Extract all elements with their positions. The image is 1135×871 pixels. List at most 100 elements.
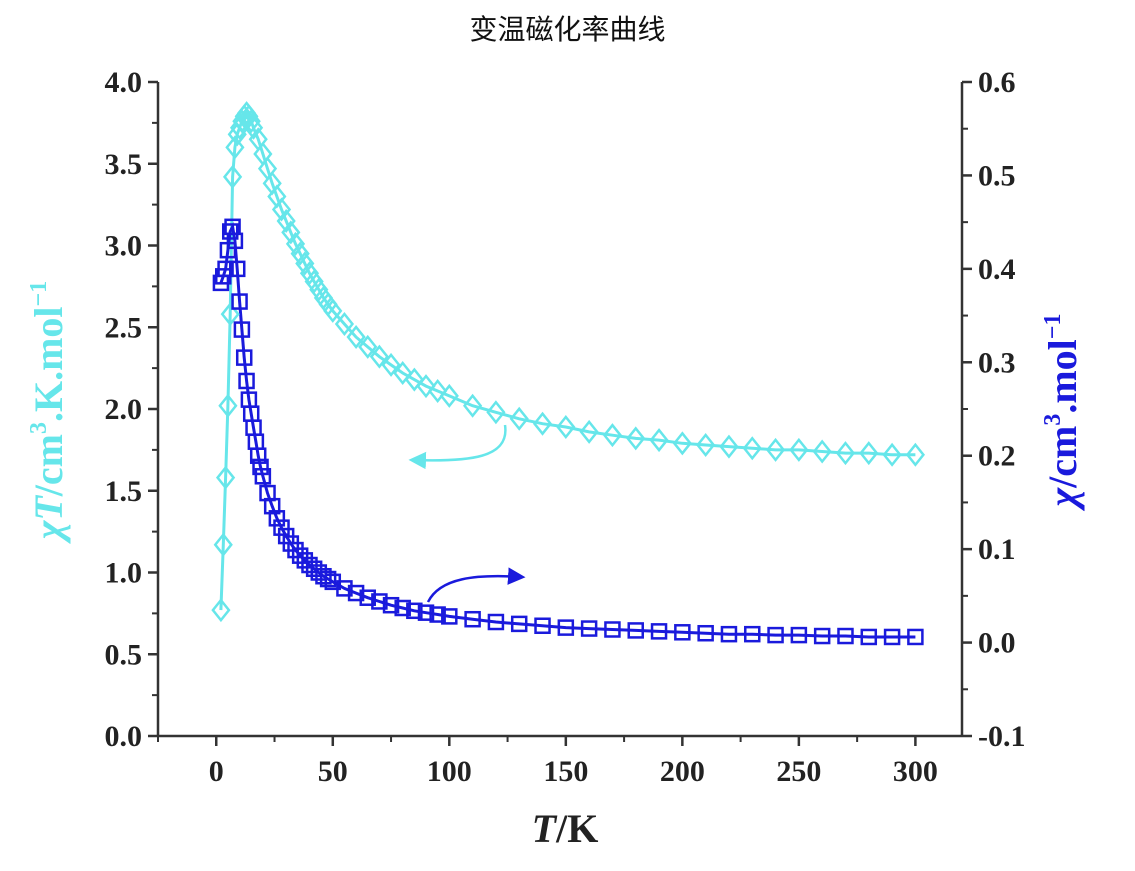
x-tick-label: 200: [660, 755, 705, 788]
chiT-point: [290, 241, 310, 266]
x-tick-label: 50: [318, 755, 348, 788]
chiT-point: [271, 197, 292, 222]
chiT-point: [220, 302, 240, 327]
chiT-point: [835, 441, 856, 466]
chi-point: [319, 570, 337, 588]
y-right-tick-label: -0.1: [978, 720, 1026, 753]
chi-point: [813, 627, 831, 645]
chiT-point: [346, 325, 366, 350]
chiT-point: [213, 532, 233, 557]
chi-point: [510, 615, 528, 633]
chi-point: [336, 580, 353, 597]
chiT-point: [905, 442, 925, 467]
y-right-tick-label: 0.5: [978, 159, 1016, 192]
chart-title: 变温磁化率曲线: [469, 13, 666, 46]
chiT-point: [304, 269, 324, 294]
chi-point: [417, 604, 435, 621]
chi-point: [296, 552, 314, 569]
chiT-point: [719, 434, 739, 459]
chi-point: [291, 547, 309, 564]
chi-point: [790, 626, 808, 644]
series-chi-markers: [212, 218, 924, 646]
x-tick-label: 150: [543, 755, 588, 788]
chi-point: [359, 589, 376, 606]
chiT-point: [416, 374, 436, 399]
chi-point: [217, 260, 234, 278]
chiT-point: [602, 423, 623, 448]
y-left-tick-label: 1.0: [105, 557, 143, 590]
chi-point: [464, 610, 481, 628]
chiT-point: [369, 344, 389, 369]
chiT-point: [579, 419, 599, 444]
y-axis-right-label: χ/cm3.mol−1: [1040, 314, 1085, 512]
chi-point: [394, 599, 411, 617]
chi-point: [231, 293, 248, 310]
annotations: [408, 424, 526, 603]
chiT-point: [439, 383, 459, 408]
chi-point: [580, 620, 598, 637]
chi-point: [233, 321, 251, 338]
chiT-point: [299, 261, 320, 286]
chi-point: [557, 619, 575, 636]
y-left-tick-label: 0.5: [105, 638, 143, 671]
chiT-point: [696, 432, 716, 457]
chiT-point: [211, 598, 231, 623]
chi-point: [674, 624, 691, 641]
series-chiT-line: [219, 110, 916, 611]
chiT-point: [789, 437, 809, 462]
chiT-point: [323, 298, 343, 323]
chiT-point: [215, 465, 236, 490]
chi-point: [315, 567, 332, 585]
chiT-point: [428, 379, 448, 404]
arrow-to-left-axis: [408, 424, 507, 470]
chiT-point: [404, 367, 424, 392]
y-right-tick-label: 0.3: [978, 346, 1016, 379]
y-left-tick-label: 2.5: [105, 311, 143, 344]
chiT-point: [882, 442, 902, 467]
y-right-tick-label: 0.1: [978, 533, 1016, 566]
chi-point: [487, 613, 505, 631]
chiT-point: [765, 437, 786, 462]
chiT-point: [509, 406, 529, 431]
chi-point: [534, 617, 551, 635]
chi-point: [744, 625, 761, 643]
chiT-point: [649, 428, 669, 453]
arrow-to-right-axis: [426, 567, 526, 603]
x-tick-label: 0: [209, 755, 224, 788]
chiT-point: [381, 352, 401, 377]
chiT-point: [672, 431, 692, 456]
y-left-tick-label: 2.0: [105, 393, 143, 426]
chi-point: [273, 519, 290, 536]
chiT-point: [241, 109, 261, 134]
chiT-point: [742, 436, 762, 461]
series-chiT-markers: [211, 101, 925, 623]
chiT-point: [334, 311, 355, 336]
y-left-tick-label: 3.5: [105, 148, 143, 181]
y-left-tick-label: 1.5: [105, 475, 143, 508]
chi-point: [883, 628, 901, 646]
chiT-point: [486, 400, 506, 425]
chiT-point: [276, 208, 296, 233]
chi-point: [650, 623, 668, 640]
chi-point: [252, 458, 269, 476]
chi-point: [382, 596, 400, 614]
chi-point: [228, 260, 246, 278]
chiT-fit-line: [219, 110, 916, 611]
x-tick-label: 250: [776, 755, 821, 788]
chiT-point: [393, 361, 413, 386]
chiT-point: [295, 251, 315, 276]
chiT-point: [281, 220, 301, 245]
chi-point: [720, 625, 738, 643]
y-axis-left: 0.0 0.5 1.0 1.5 2.0 2.5 3.0 3.5 4.0: [105, 66, 158, 753]
chi-point: [254, 468, 272, 485]
chiT-point: [222, 164, 243, 189]
x-tick-label: 300: [893, 755, 938, 788]
y-right-tick-label: 0.4: [978, 253, 1016, 286]
x-axis: 0 50 100 150 200 250 300: [157, 736, 938, 788]
y-left-tick-label: 3.0: [105, 230, 143, 263]
y-left-tick-label: 4.0: [105, 66, 143, 99]
chi-point: [604, 621, 621, 638]
chiT-point: [463, 393, 483, 418]
chiT-point: [218, 393, 238, 418]
